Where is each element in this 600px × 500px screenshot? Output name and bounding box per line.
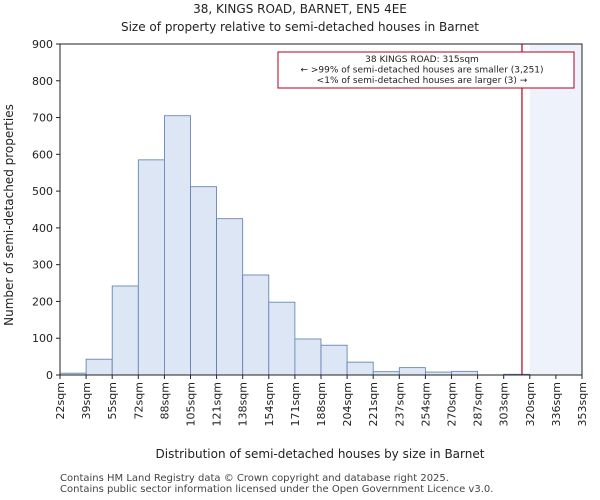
plot-frame bbox=[59, 43, 583, 376]
bar-88sqm bbox=[163, 115, 191, 376]
y-tick-label: 0 bbox=[46, 369, 53, 382]
bars-group bbox=[59, 115, 531, 376]
bar-270sqm bbox=[451, 370, 479, 376]
y-axis-label: Number of semi-detached properties bbox=[2, 104, 16, 326]
x-tick-label: 237sqm bbox=[393, 382, 406, 426]
y-axis: 0 100 200 300 400 500 600 700 800 900 bbox=[32, 38, 60, 382]
y-tick-label: 700 bbox=[32, 112, 53, 125]
x-tick-label: 353sqm bbox=[576, 382, 589, 426]
x-tick-label: 22sqm bbox=[54, 382, 67, 419]
x-tick-label: 254sqm bbox=[419, 382, 432, 426]
bar-188sqm bbox=[320, 344, 348, 376]
x-tick-label: 88sqm bbox=[158, 382, 171, 419]
y-tick-label: 800 bbox=[32, 75, 53, 88]
x-axis: 22sqm 39sqm 55sqm 72sqm 88sqm 105sqm 121sqm 138… bbox=[54, 375, 589, 426]
chart-subtitle: Size of property relative to semi-detach… bbox=[121, 20, 479, 34]
y-tick-label: 400 bbox=[32, 222, 53, 235]
footer-line-1: Contains HM Land Registry data © Crown c… bbox=[60, 473, 449, 484]
annotation-box: 38 KINGS ROAD: 315sqm ← >99% of semi-det… bbox=[277, 51, 575, 89]
x-tick-label: 72sqm bbox=[132, 382, 145, 419]
bar-171sqm bbox=[294, 338, 322, 376]
x-tick-label: 138sqm bbox=[237, 382, 250, 426]
footer-line-2: Contains public sector information licen… bbox=[60, 484, 494, 495]
x-tick-label: 154sqm bbox=[263, 382, 276, 426]
x-tick-label: 320sqm bbox=[524, 382, 537, 426]
x-tick-label: 221sqm bbox=[367, 382, 380, 426]
x-tick-label: 204sqm bbox=[341, 382, 354, 426]
y-tick-label: 100 bbox=[32, 332, 53, 345]
x-tick-label: 336sqm bbox=[550, 382, 563, 426]
x-tick-label: 188sqm bbox=[315, 382, 328, 426]
x-tick-label: 270sqm bbox=[446, 382, 459, 426]
x-axis-label: Distribution of semi-detached houses by … bbox=[156, 447, 485, 461]
y-tick-label: 900 bbox=[32, 38, 53, 51]
y-tick-label: 500 bbox=[32, 185, 53, 198]
annotation-line-2: ← >99% of semi-detached houses are small… bbox=[300, 66, 543, 76]
x-tick-label: 121sqm bbox=[211, 382, 224, 426]
x-tick-label: 171sqm bbox=[289, 382, 302, 426]
highlight-region bbox=[529, 44, 582, 375]
y-tick-label: 300 bbox=[32, 259, 53, 272]
y-tick-label: 200 bbox=[32, 295, 53, 308]
annotation-line-1: 38 KINGS ROAD: 315sqm bbox=[365, 55, 479, 65]
x-tick-label: 55sqm bbox=[106, 382, 119, 419]
bar-121sqm bbox=[216, 218, 244, 376]
bar-154sqm bbox=[268, 301, 296, 376]
bar-72sqm bbox=[137, 159, 165, 376]
chart-title: 38, KINGS ROAD, BARNET, EN5 4EE bbox=[193, 2, 407, 16]
annotation-border bbox=[277, 51, 575, 89]
bar-105sqm bbox=[190, 186, 218, 376]
x-tick-label: 105sqm bbox=[185, 382, 198, 426]
bar-39sqm bbox=[85, 358, 113, 376]
x-tick-label: 39sqm bbox=[80, 382, 93, 419]
annotation-line-3: <1% of semi-detached houses are larger (… bbox=[317, 76, 528, 86]
x-tick-label: 303sqm bbox=[498, 382, 511, 426]
bar-237sqm bbox=[398, 367, 426, 376]
y-tick-label: 600 bbox=[32, 148, 53, 161]
x-tick-label: 287sqm bbox=[472, 382, 485, 426]
bar-55sqm bbox=[111, 285, 139, 376]
bar-204sqm bbox=[346, 361, 374, 376]
bar-138sqm bbox=[242, 274, 270, 376]
